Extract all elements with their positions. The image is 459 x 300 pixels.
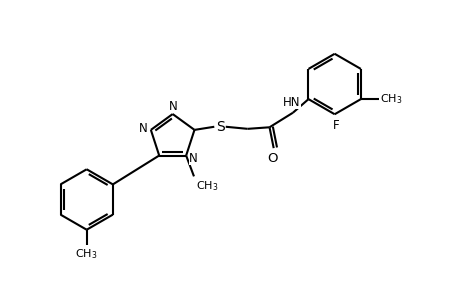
- Text: N: N: [168, 100, 177, 113]
- Text: N: N: [189, 152, 197, 165]
- Text: CH$_3$: CH$_3$: [195, 179, 218, 193]
- Text: S: S: [215, 120, 224, 134]
- Text: O: O: [266, 152, 277, 165]
- Text: CH$_3$: CH$_3$: [75, 248, 98, 261]
- Text: N: N: [139, 122, 148, 135]
- Text: F: F: [332, 119, 338, 133]
- Text: CH$_3$: CH$_3$: [379, 92, 402, 106]
- Text: HN: HN: [283, 96, 300, 109]
